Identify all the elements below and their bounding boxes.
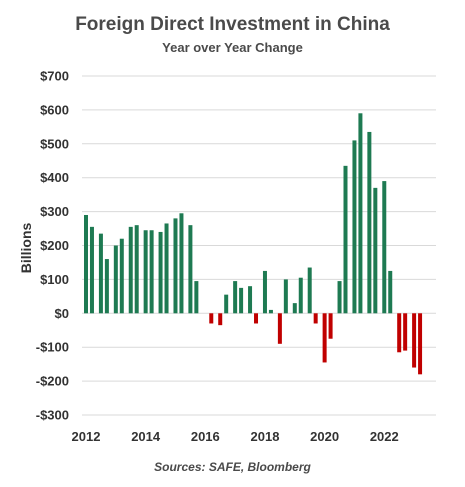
y-tick-label: -$100 bbox=[36, 340, 69, 355]
bar bbox=[373, 187, 378, 314]
y-tick-label: $700 bbox=[40, 69, 69, 84]
bar bbox=[128, 226, 133, 314]
y-tick-label: $0 bbox=[55, 306, 69, 321]
y-axis-label: Billions bbox=[18, 223, 34, 274]
bar bbox=[239, 287, 244, 314]
x-tick-label: 2016 bbox=[191, 429, 220, 444]
y-tick-label: -$300 bbox=[36, 408, 69, 423]
bar bbox=[343, 165, 348, 314]
bar bbox=[418, 313, 423, 375]
bar bbox=[254, 313, 259, 324]
bar bbox=[224, 294, 229, 314]
bar bbox=[292, 303, 297, 314]
bar bbox=[322, 313, 327, 363]
bar bbox=[262, 270, 267, 314]
bar bbox=[209, 313, 214, 324]
y-tick-labels: -$300 -$200 -$100 $0 $100 $200 $300 $400 $500 $60… bbox=[36, 69, 69, 423]
chart-source: Sources: SAFE, Bloomberg bbox=[154, 460, 311, 474]
x-tick-label: 2022 bbox=[370, 429, 399, 444]
bar bbox=[388, 270, 393, 314]
chart-title: Foreign Direct Investment in China bbox=[75, 14, 390, 35]
chart-subtitle: Year over Year Change bbox=[162, 40, 303, 55]
bar bbox=[98, 233, 103, 314]
x-tick-labels: 2012 2014 2016 2018 2020 2022 bbox=[72, 429, 399, 444]
bar bbox=[268, 309, 273, 314]
bar bbox=[367, 131, 372, 314]
bar bbox=[164, 223, 169, 314]
y-tick-label: $600 bbox=[40, 102, 69, 117]
x-tick-label: 2018 bbox=[251, 429, 280, 444]
bar bbox=[194, 281, 199, 314]
x-tick-label: 2014 bbox=[131, 429, 161, 444]
y-tick-label: -$200 bbox=[36, 374, 69, 389]
x-tick-label: 2012 bbox=[72, 429, 101, 444]
y-tick-label: $400 bbox=[40, 170, 69, 185]
bar bbox=[283, 279, 288, 314]
bar bbox=[84, 214, 88, 314]
bar bbox=[412, 313, 417, 368]
bar bbox=[328, 313, 333, 339]
bar bbox=[179, 213, 184, 314]
bar bbox=[188, 225, 193, 314]
x-tick-label: 2020 bbox=[310, 429, 339, 444]
y-tick-label: $500 bbox=[40, 136, 69, 151]
bar bbox=[352, 140, 357, 314]
y-tick-label: $300 bbox=[40, 204, 69, 219]
bar bbox=[134, 225, 139, 314]
bar bbox=[313, 313, 318, 324]
bar bbox=[89, 226, 94, 314]
bar bbox=[307, 267, 312, 314]
bar bbox=[158, 231, 163, 314]
bar bbox=[403, 313, 408, 351]
bar bbox=[173, 218, 178, 314]
y-tick-label: $200 bbox=[40, 238, 69, 253]
bars bbox=[84, 113, 423, 375]
bar bbox=[358, 113, 363, 314]
y-tick-label: $100 bbox=[40, 272, 69, 287]
bar bbox=[218, 313, 223, 326]
bar bbox=[119, 238, 124, 314]
bar bbox=[143, 230, 148, 314]
bar bbox=[337, 281, 342, 314]
bar bbox=[382, 181, 387, 314]
bar bbox=[298, 277, 303, 314]
bar bbox=[397, 313, 402, 353]
bar bbox=[233, 281, 238, 314]
bar bbox=[149, 230, 154, 314]
bar bbox=[113, 245, 118, 314]
bar bbox=[104, 259, 109, 314]
bar bbox=[277, 313, 282, 344]
bar bbox=[248, 286, 253, 314]
